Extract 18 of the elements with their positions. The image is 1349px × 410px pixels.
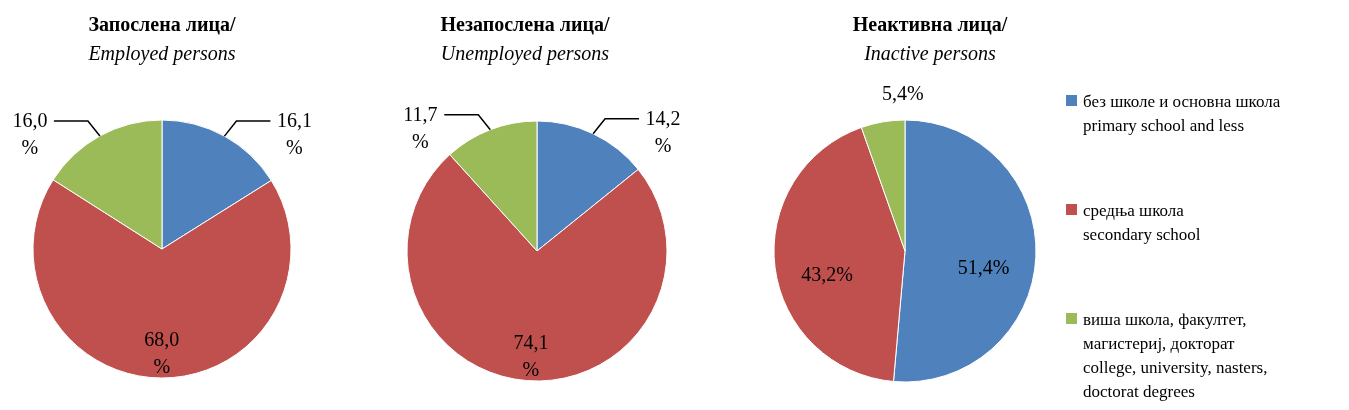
- data-label: 16,0 %: [12, 108, 48, 158]
- data-label: 74,1 %: [513, 330, 549, 380]
- data-label: 5,4%: [882, 81, 924, 104]
- chart-title: Незапослена лица/: [440, 13, 610, 35]
- legend-label: виша школа, факултет, магистериј, докторат college, university, nasters, doctorat degrees: [1083, 310, 1268, 401]
- data-label: 51,4%: [957, 256, 1010, 279]
- data-label: 11,7 %: [403, 102, 438, 152]
- chart-subtitle: Unemployed persons: [440, 42, 610, 65]
- legend-label: средња школа secondary school: [1083, 201, 1201, 244]
- chart-subtitle: Inactive persons: [863, 42, 997, 65]
- data-label: 43,2%: [801, 262, 853, 285]
- legend-label: без школе и основна школа primary school and less: [1083, 92, 1281, 135]
- chart-title: Неактивна лица/: [852, 13, 1008, 35]
- data-label: 14,2 %: [645, 106, 681, 156]
- data-label: 16,1 %: [276, 109, 312, 159]
- data-label: 68,0 %: [144, 328, 180, 378]
- chart-title: Запослена лица/: [88, 13, 237, 35]
- chart-subtitle: Employed persons: [87, 42, 236, 65]
